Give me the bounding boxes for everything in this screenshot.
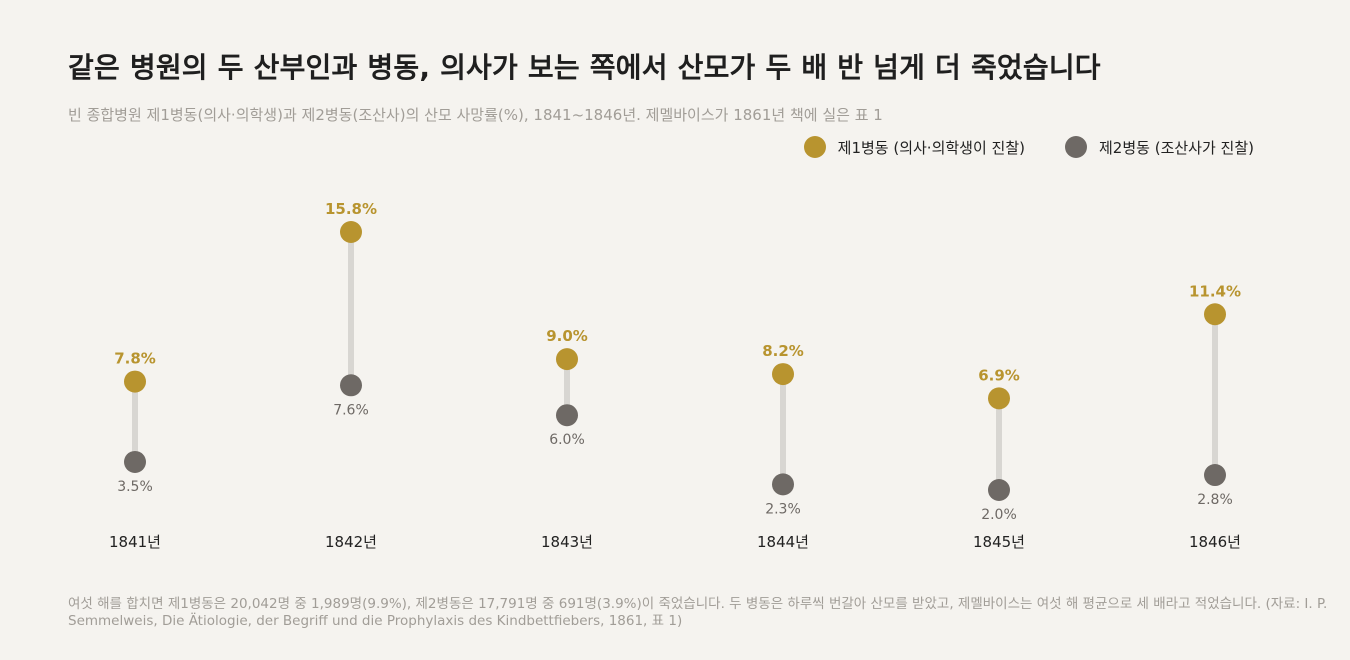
ward1-value-label: 8.2% <box>762 342 804 360</box>
ward2-point <box>556 404 578 427</box>
ward1-point <box>772 363 794 386</box>
ward1-value-label: 7.8% <box>114 350 156 368</box>
legend-marker-ward2 <box>1065 136 1087 158</box>
ward1-point <box>340 221 362 243</box>
ward1-value-label: 15.8% <box>325 200 377 218</box>
chart-title: 같은 병원의 두 산부인과 병동, 의사가 보는 쪽에서 산모가 두 배 반 넘… <box>68 51 1101 84</box>
ward2-point <box>340 374 362 397</box>
ward2-point <box>988 479 1010 501</box>
ward2-value-label: 2.3% <box>765 501 801 517</box>
ward1-point <box>124 370 146 393</box>
category-label: 1846년 <box>1189 533 1241 551</box>
ward2-point <box>1204 464 1226 487</box>
legend: 제1병동 (의사·의학생이 진찰) 제2병동 (조산사가 진찰) <box>803 136 1254 158</box>
ward2-value-label: 2.0% <box>981 507 1017 523</box>
footnote: 여섯 해를 합치면 제1병동은 20,042명 중 1,989명(9.9%), … <box>68 596 1328 629</box>
ward1-point <box>988 387 1010 410</box>
ward1-value-label: 6.9% <box>978 366 1020 384</box>
ward1-point <box>556 348 578 371</box>
chart-subtitle: 빈 종합병원 제1병동(의사·의학생)과 제2병동(조산사)의 산모 사망률(%… <box>68 106 883 124</box>
category-label: 1843년 <box>541 533 593 551</box>
legend-label-ward1: 제1병동 (의사·의학생이 진찰) <box>837 138 1025 157</box>
ward2-value-label: 2.8% <box>1197 492 1233 508</box>
ward2-point <box>124 450 146 473</box>
legend-item-ward2: 제2병동 (조산사가 진찰) <box>1065 136 1254 158</box>
legend-item-ward1: 제1병동 (의사·의학생이 진찰) <box>803 136 1025 158</box>
legend-marker-ward1 <box>803 136 826 158</box>
ward1-point <box>1204 303 1226 326</box>
ward2-value-label: 3.5% <box>117 479 153 495</box>
ward2-value-label: 6.0% <box>549 432 585 448</box>
category-label: 1844년 <box>757 533 809 551</box>
ward2-point <box>772 473 794 496</box>
ward1-value-label: 11.4% <box>1189 282 1241 300</box>
ward1-value-label: 9.0% <box>546 327 588 345</box>
category-label: 1842년 <box>325 533 377 551</box>
ward2-value-label: 7.6% <box>333 402 369 418</box>
category-label: 1845년 <box>973 533 1025 551</box>
legend-label-ward2: 제2병동 (조산사가 진찰) <box>1099 138 1254 157</box>
category-label: 1841년 <box>109 533 161 551</box>
